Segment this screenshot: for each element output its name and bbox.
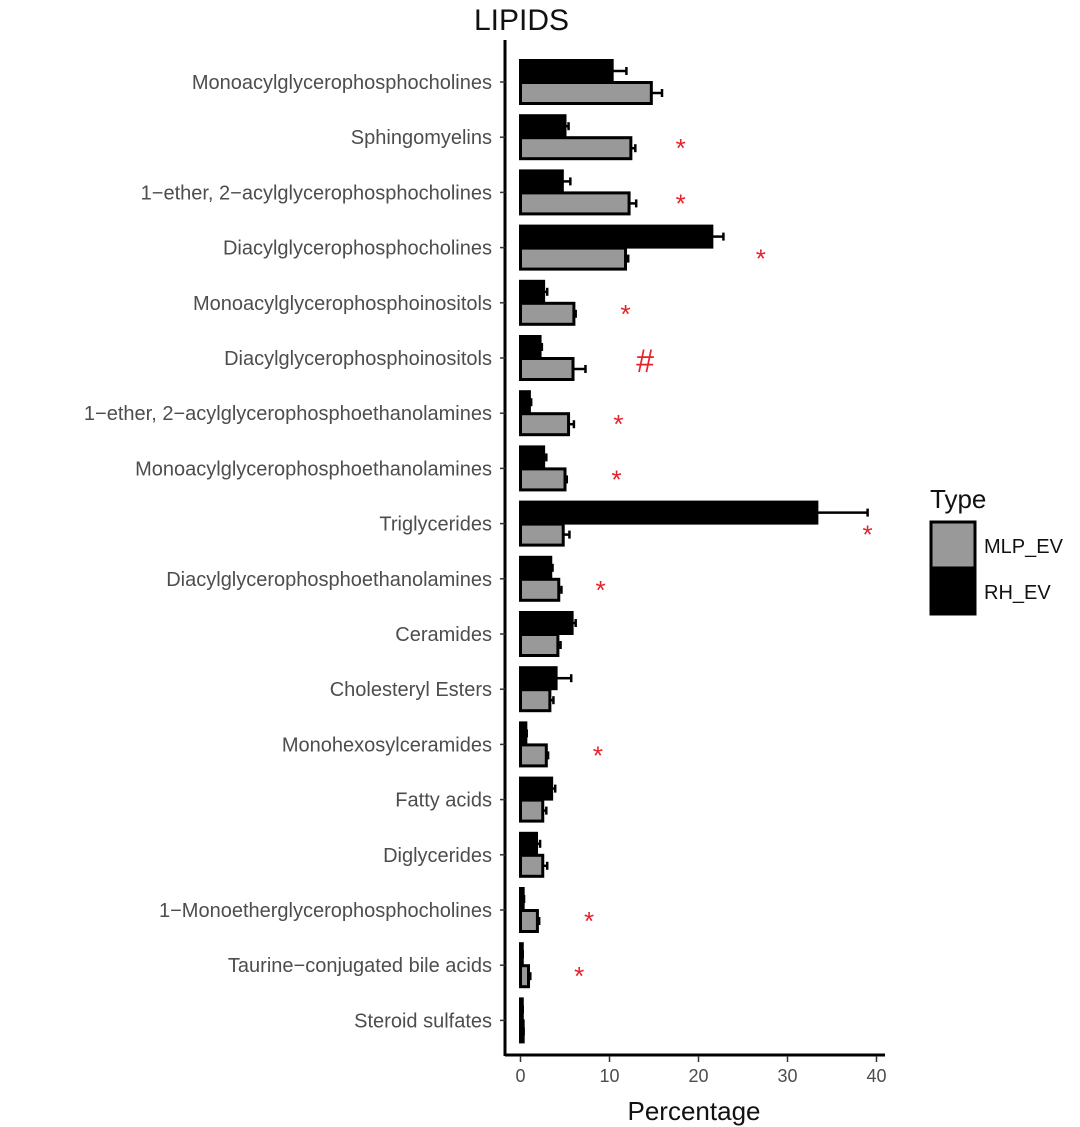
bar-rh-ev xyxy=(519,776,554,801)
significance-marker: # xyxy=(636,343,654,379)
bar-mlp-ev xyxy=(519,246,628,271)
bar-mlp-ev xyxy=(519,522,565,547)
category-label: Monoacylglycerophosphoethanolamines xyxy=(135,458,492,480)
bars xyxy=(519,59,819,1044)
bar-rh-ev xyxy=(519,887,525,911)
bar-rh-ev xyxy=(519,59,614,83)
category-label: Triglycerides xyxy=(379,514,492,536)
bar-mlp-ev xyxy=(519,909,539,933)
bar-rh-ev xyxy=(519,831,539,856)
bar-rh-ev xyxy=(519,224,714,249)
bar-rh-ev xyxy=(519,114,567,139)
bar-rh-ev xyxy=(519,169,564,194)
category-label: Diacylglycerophosphoinositols xyxy=(224,348,492,370)
x-tick-label: 40 xyxy=(866,1066,886,1086)
category-label: Monoacylglycerophosphoinositols xyxy=(193,293,492,315)
category-label: Ceramides xyxy=(395,624,492,646)
legend: Type MLP_EV RH_EV xyxy=(929,484,1064,616)
significance-marker: * xyxy=(613,409,623,439)
significance-marker: * xyxy=(574,961,584,991)
significance-marker: * xyxy=(863,520,873,550)
category-label: Steroid sulfates xyxy=(354,1010,492,1032)
bar-rh-ev xyxy=(519,666,558,691)
bar-rh-ev xyxy=(519,445,546,470)
bar-mlp-ev xyxy=(519,301,576,326)
category-label: Taurine−conjugated bile acids xyxy=(228,955,492,977)
significance-marker: * xyxy=(596,575,606,605)
significance-marker: * xyxy=(612,464,622,494)
significance-marker: * xyxy=(620,299,630,329)
category-label: Cholesteryl Esters xyxy=(330,679,492,701)
legend-key-mlp-ev xyxy=(929,520,977,570)
bar-mlp-ev xyxy=(519,964,531,989)
category-label: 1−ether, 2−acylglycerophosphoethanolamin… xyxy=(84,403,492,425)
legend-title: Type xyxy=(930,484,986,514)
legend-label: MLP_EV xyxy=(984,536,1064,558)
bar-mlp-ev xyxy=(519,357,575,381)
significance-marker: * xyxy=(593,740,603,770)
bar-mlp-ev xyxy=(519,467,567,492)
category-label: Diacylglycerophosphocholines xyxy=(223,238,492,260)
bar-rh-ev xyxy=(519,611,574,635)
legend-label: RH_EV xyxy=(984,582,1051,604)
bar-mlp-ev xyxy=(519,798,545,823)
significance-marker: * xyxy=(676,188,686,218)
category-label: 1−Monoetherglycerophosphocholines xyxy=(159,900,492,922)
significance-marker: * xyxy=(756,244,766,274)
bar-mlp-ev xyxy=(519,191,631,216)
category-label: Monohexosylceramides xyxy=(282,734,492,756)
bar-mlp-ev xyxy=(519,577,561,602)
category-label: Diglycerides xyxy=(383,845,492,867)
category-label: Diacylglycerophosphoethanolamines xyxy=(166,569,492,591)
bar-mlp-ev xyxy=(519,81,653,105)
legend-key-rh-ev xyxy=(929,566,977,616)
x-tick-label: 0 xyxy=(515,1066,525,1086)
bar-rh-ev xyxy=(519,390,531,415)
bar-mlp-ev xyxy=(519,136,633,161)
bar-rh-ev xyxy=(519,500,819,525)
x-tick-label: 30 xyxy=(777,1066,797,1086)
bar-mlp-ev xyxy=(519,633,560,657)
error-bars xyxy=(521,67,869,1036)
chart-title: LIPIDS xyxy=(474,4,569,37)
significance-marker: * xyxy=(584,906,594,936)
category-label: Sphingomyelins xyxy=(351,127,492,149)
bar-mlp-ev xyxy=(519,743,548,768)
bar-rh-ev xyxy=(519,335,542,359)
category-label: 1−ether, 2−acylglycerophosphocholines xyxy=(141,182,492,204)
category-label: Fatty acids xyxy=(395,790,492,812)
x-tick-label: 10 xyxy=(599,1066,619,1086)
significance-annotations: ****#******* xyxy=(574,133,872,991)
x-tick-label: 20 xyxy=(688,1066,708,1086)
bar-mlp-ev xyxy=(519,412,571,437)
significance-marker: * xyxy=(676,133,686,163)
x-axis-ticks: 0 10 20 30 40 xyxy=(500,81,887,1086)
bar-rh-ev xyxy=(519,279,546,304)
bar-mlp-ev xyxy=(519,688,552,713)
category-labels: Monoacylglycerophosphocholines Sphingomye… xyxy=(84,72,492,1032)
bar-rh-ev xyxy=(519,555,553,580)
bar-mlp-ev xyxy=(519,853,545,878)
bar-rh-ev xyxy=(519,721,528,746)
category-label: Monoacylglycerophosphocholines xyxy=(192,72,492,94)
x-axis-title: Percentage xyxy=(628,1096,761,1126)
